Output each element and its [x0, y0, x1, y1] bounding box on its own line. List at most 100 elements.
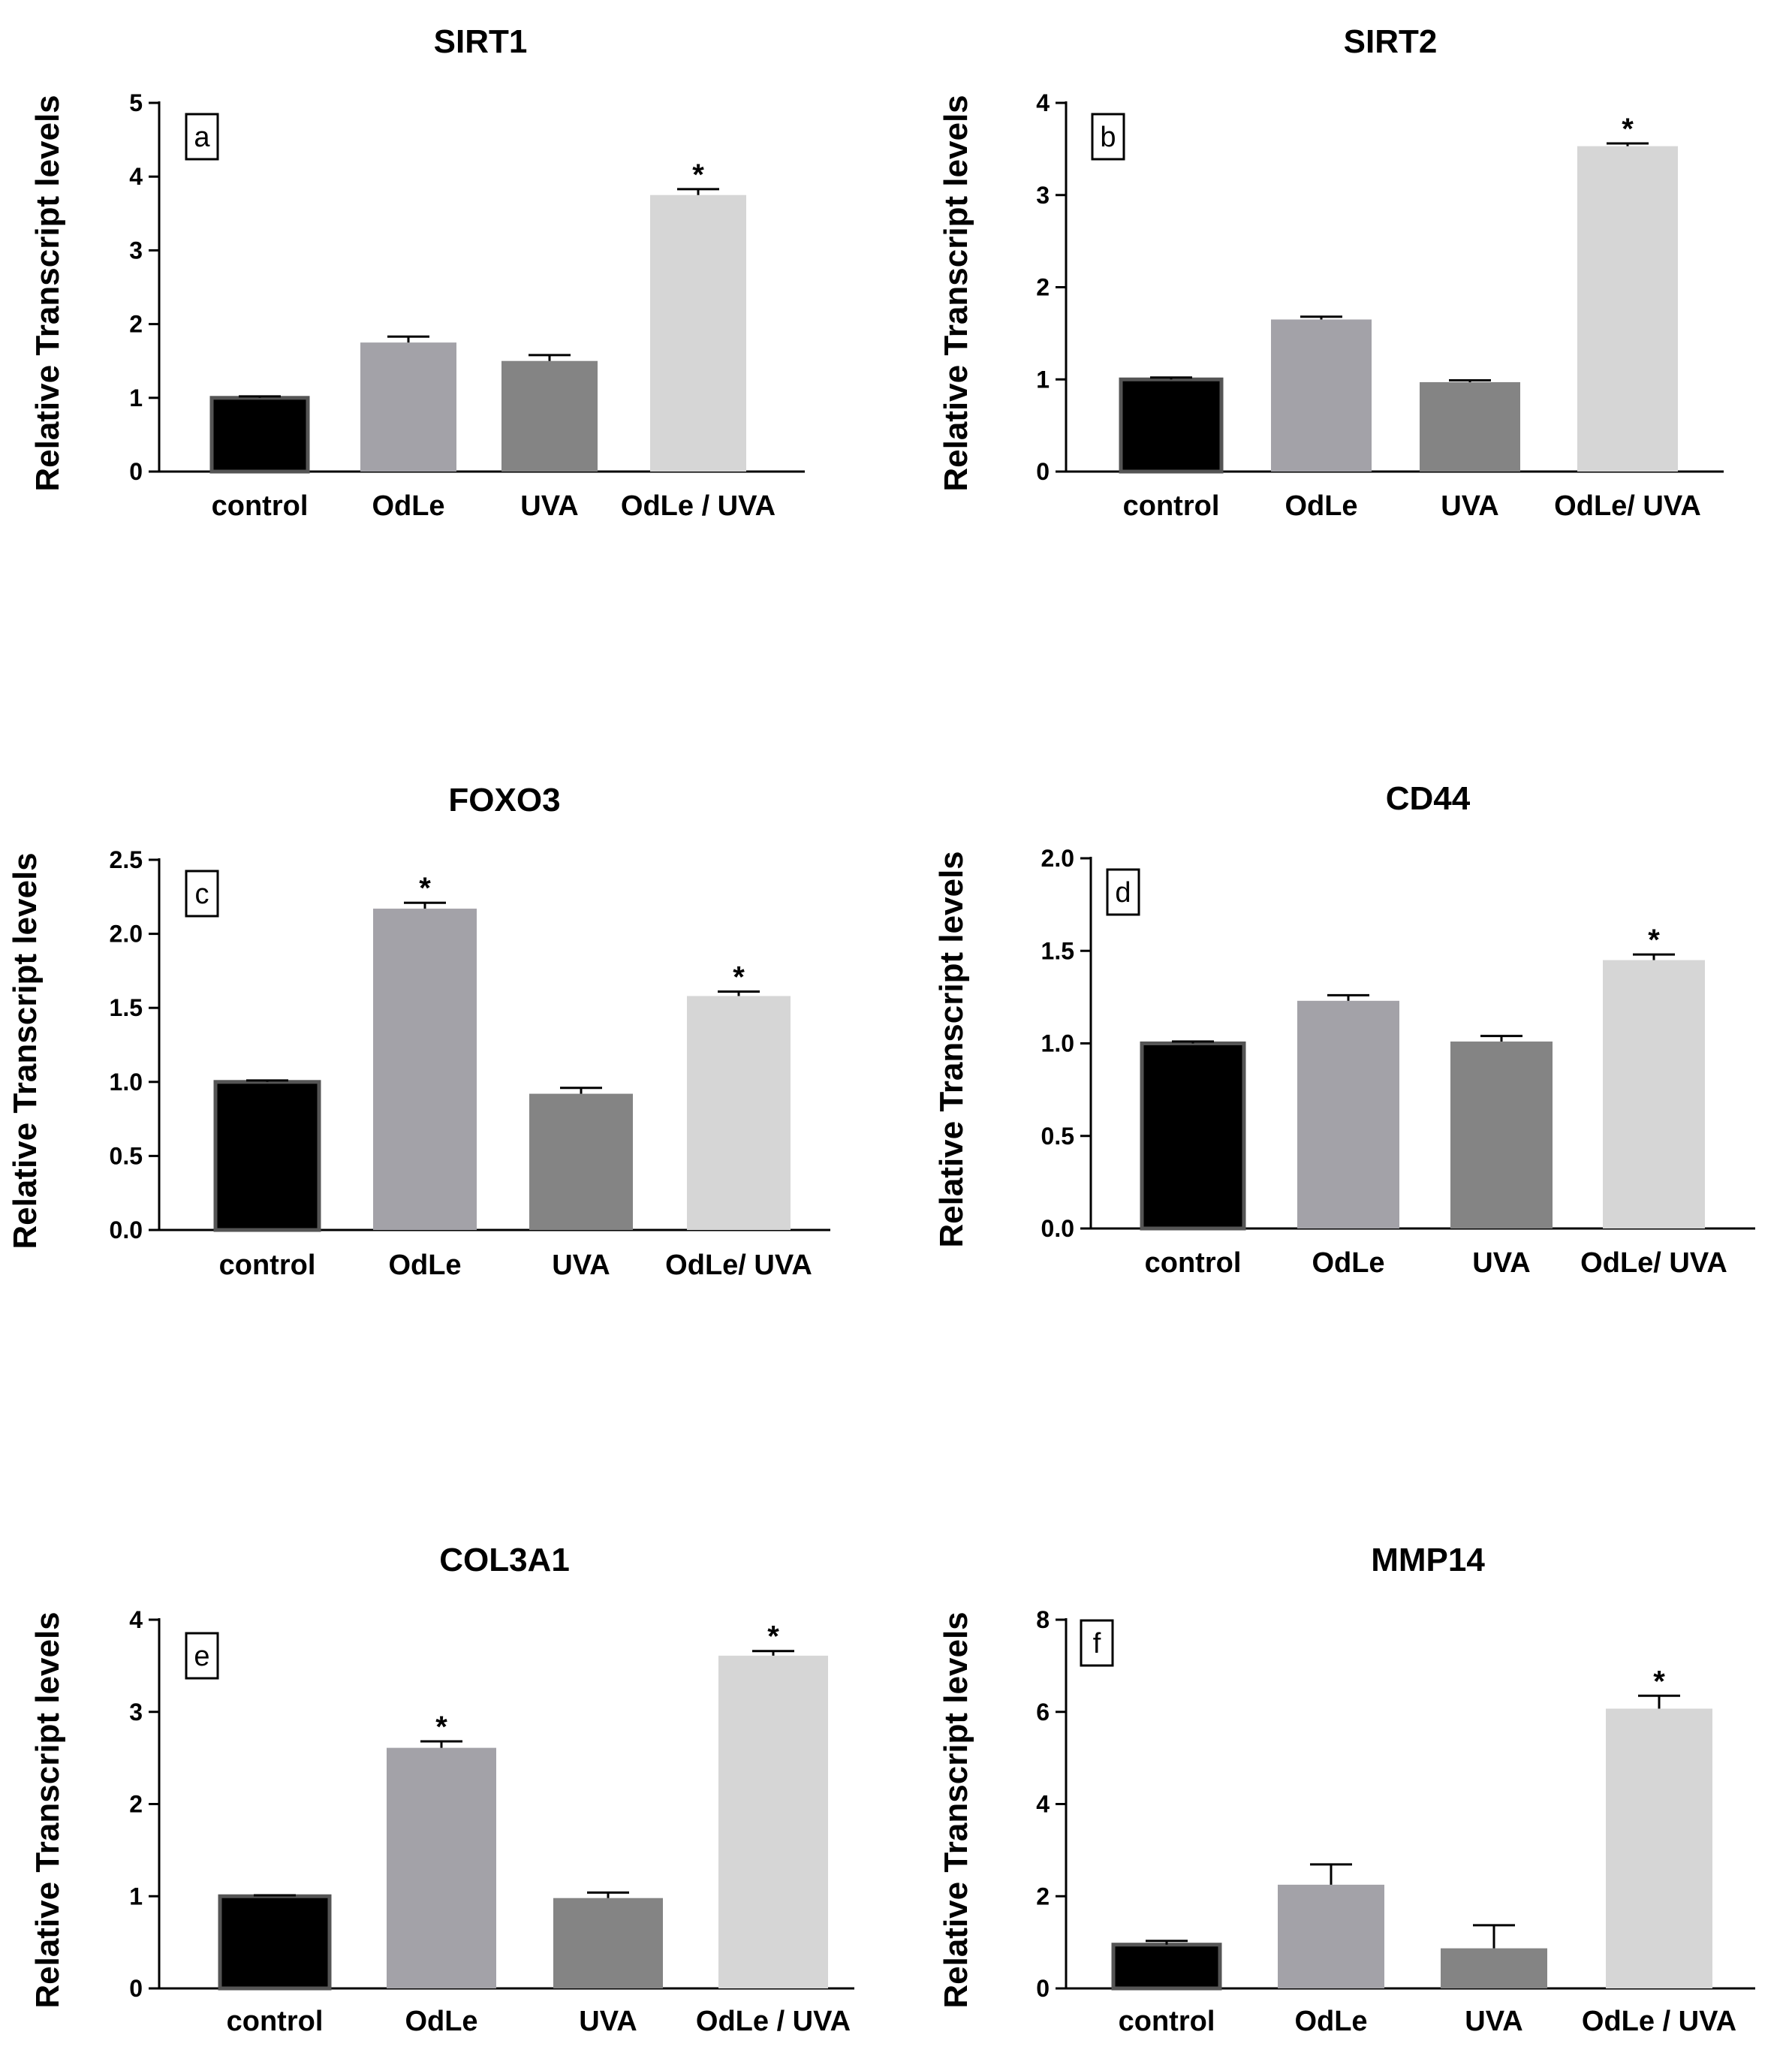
bar-control: [1140, 1042, 1246, 1231]
significance-star: *: [1653, 1665, 1665, 1698]
y-tick-label: 2: [1036, 1883, 1050, 1910]
y-tick-label: 1: [1036, 366, 1050, 393]
x-category-label: OdLe: [372, 490, 444, 522]
significance-star: *: [1648, 924, 1660, 957]
panel-letter-box: [1106, 868, 1140, 916]
y-tick-label: 1: [129, 1883, 143, 1910]
y-tick-label: 1: [129, 384, 143, 411]
bar-control: [213, 1080, 321, 1232]
bar-odle: [1271, 319, 1372, 472]
x-category-label: control: [1145, 1247, 1242, 1279]
chart-title: COL3A1: [439, 1542, 570, 1578]
chart-title: FOXO3: [448, 782, 560, 818]
y-tick-label: 2: [129, 311, 143, 338]
x-category-label: control: [227, 2006, 324, 2037]
y-tick-label: 0: [1036, 1975, 1050, 2002]
bar-odle-uva: [650, 194, 746, 472]
bar-uva: [1441, 1948, 1547, 1988]
x-category-label: OdLe / UVA: [696, 2006, 851, 2037]
x-category-label: OdLe: [405, 2006, 477, 2037]
panel-letter-box: [185, 870, 219, 918]
bar-uva: [1420, 381, 1520, 472]
panel-letter-box: [1091, 113, 1125, 161]
x-category-label: UVA: [1465, 2006, 1522, 2037]
y-tick-label: 1.5: [110, 994, 143, 1021]
bar-uva: [553, 1898, 663, 1988]
panel-letter-box: [185, 113, 219, 161]
y-tick-label: 0.5: [1041, 1123, 1074, 1150]
y-tick-label: 1.0: [110, 1069, 143, 1096]
panel-a: SIRT1 Relative Transcript levels 0 1 2 3 4 5 a co…: [29, 23, 805, 522]
panel-d: CD44 Relative Transcript levels 0.0 0.5 1.0 1…: [933, 780, 1755, 1279]
y-tick-label: 2.0: [110, 921, 143, 948]
y-tick-label: 2: [1036, 274, 1050, 301]
chart-title: SIRT2: [1344, 23, 1438, 60]
y-tick-label: 3: [1036, 182, 1050, 209]
y-tick-label: 2: [129, 1791, 143, 1818]
x-category-label: control: [1119, 2006, 1215, 2037]
chart-title: CD44: [1386, 780, 1471, 817]
x-category-label: control: [219, 1250, 316, 1281]
x-category-label: OdLe: [1285, 490, 1357, 522]
y-tick-label: 3: [129, 1699, 143, 1726]
panel-letter-box: [185, 1632, 219, 1680]
bar-odle-uva: [1577, 146, 1678, 472]
panel-c: FOXO3 Relative Transcript levels 0.0 0.5 1.0…: [7, 782, 830, 1281]
bar-odle-uva: [718, 1655, 828, 1988]
x-category-label: UVA: [1472, 1247, 1530, 1279]
y-tick-label: 5: [129, 89, 143, 116]
y-tick-label: 0.5: [110, 1142, 143, 1169]
panel-f: MMP14 Relative Transcript levels 0 2 4 6 8 f con…: [938, 1542, 1755, 2037]
bar-odle: [360, 342, 456, 472]
y-tick-label: 6: [1036, 1699, 1050, 1726]
y-tick-label: 0.0: [1041, 1215, 1074, 1242]
panel-letter: e: [194, 1641, 209, 1672]
bar-uva: [529, 1093, 633, 1230]
y-tick-label: 0: [129, 1975, 143, 2002]
x-category-label: UVA: [1441, 490, 1498, 522]
bar-control: [209, 396, 310, 474]
y-axis-label: Relative Transcript levels: [933, 851, 970, 1247]
panel-letter: f: [1093, 1628, 1101, 1660]
x-category-label: UVA: [552, 1250, 610, 1281]
chart-title: SIRT1: [434, 23, 528, 60]
bar-odle-uva: [687, 996, 791, 1230]
panel-letter: c: [195, 879, 209, 910]
y-tick-label: 0: [129, 458, 143, 485]
significance-star: *: [692, 158, 704, 191]
x-category-label: UVA: [579, 2006, 637, 2037]
y-tick-label: 2.5: [110, 846, 143, 873]
panel-letter: d: [1115, 877, 1131, 909]
x-category-label: control: [212, 490, 309, 522]
x-category-label: OdLe: [1312, 1247, 1384, 1279]
bar-odle: [1297, 1000, 1399, 1228]
significance-star: *: [419, 872, 431, 905]
significance-star: *: [1622, 113, 1634, 146]
y-tick-label: 1.5: [1041, 937, 1074, 964]
y-tick-label: 4: [1036, 89, 1050, 116]
x-category-label: OdLe / UVA: [621, 490, 776, 522]
x-category-label: OdLe: [388, 1250, 461, 1281]
x-category-label: OdLe/ UVA: [1580, 1247, 1727, 1279]
significance-star: *: [435, 1711, 447, 1744]
y-tick-label: 0: [1036, 458, 1050, 485]
panel-letter: a: [194, 122, 210, 153]
y-tick-label: 8: [1036, 1606, 1050, 1633]
bar-control: [1111, 1943, 1222, 1991]
x-category-label: OdLe: [1294, 2006, 1367, 2037]
x-category-label: OdLe/ UVA: [1554, 490, 1701, 522]
panel-b: SIRT2 Relative Transcript levels 0 1 2 3 4 b con…: [938, 23, 1724, 522]
significance-star: *: [733, 961, 745, 994]
x-category-label: UVA: [520, 490, 578, 522]
bar-odle-uva: [1606, 1708, 1712, 1988]
significance-star: *: [767, 1620, 779, 1653]
panel-e: COL3A1 Relative Transcript levels 0 1 2 3 4 e co…: [29, 1542, 854, 2037]
bar-odle: [387, 1747, 496, 1988]
chart-title: MMP14: [1371, 1542, 1485, 1578]
bar-odle: [373, 909, 477, 1230]
bar-uva: [1450, 1042, 1553, 1228]
y-tick-label: 4: [129, 163, 143, 190]
bar-control: [1119, 377, 1224, 474]
y-axis-label: Relative Transcript levels: [7, 852, 44, 1249]
